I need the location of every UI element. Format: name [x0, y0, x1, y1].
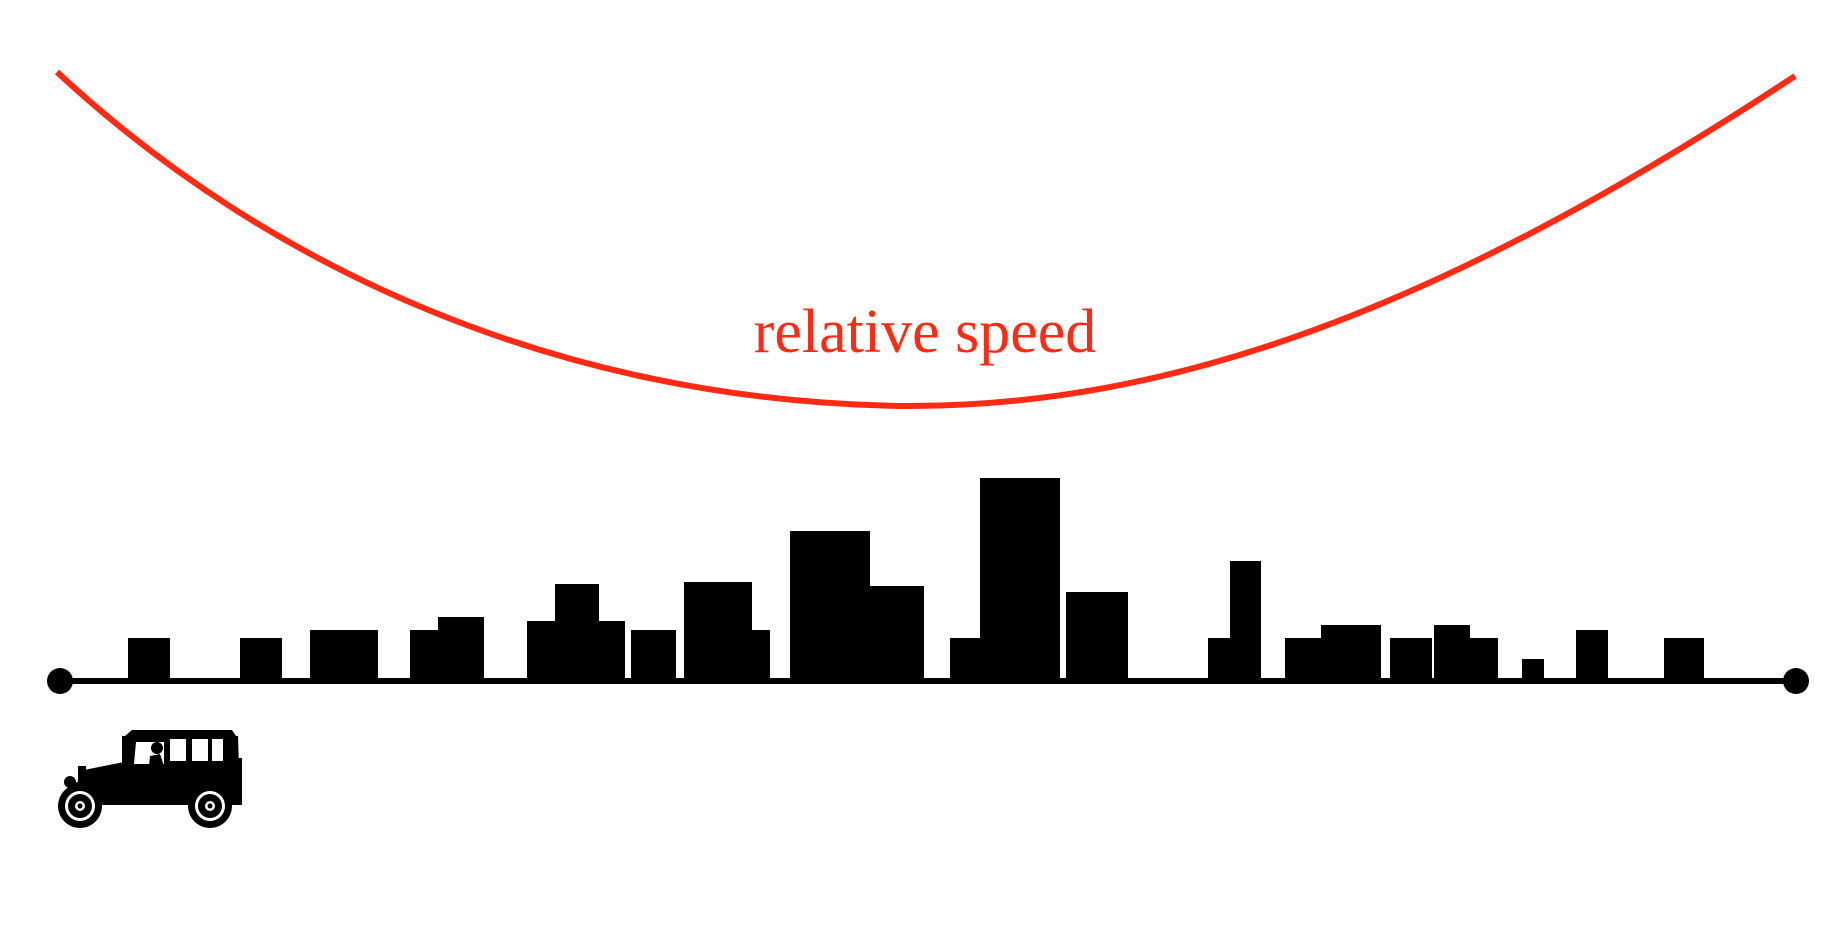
building: [310, 630, 378, 682]
building: [1434, 625, 1470, 682]
building: [868, 586, 924, 682]
city-skyline: [128, 478, 1704, 682]
road-start-dot: [47, 668, 73, 694]
building: [790, 531, 870, 682]
building: [1576, 630, 1608, 682]
building: [240, 638, 282, 682]
vintage-car-icon: [58, 730, 242, 828]
curve-label: relative speed: [754, 298, 1097, 366]
building: [750, 630, 770, 682]
building: [410, 630, 440, 682]
building: [597, 621, 625, 682]
building: [1468, 638, 1498, 682]
building: [1208, 638, 1230, 682]
building: [980, 478, 1060, 682]
building: [555, 584, 599, 682]
building: [684, 582, 752, 682]
building: [1321, 625, 1381, 682]
building: [1522, 659, 1544, 682]
building: [631, 630, 676, 682]
building: [1285, 638, 1321, 682]
building: [128, 638, 170, 682]
building: [1664, 638, 1704, 682]
building: [1390, 638, 1432, 682]
building: [1066, 592, 1128, 682]
building: [438, 617, 484, 682]
building: [950, 638, 980, 682]
speed-curve: [54, 69, 1797, 410]
building: [527, 621, 557, 682]
road-end-dot: [1783, 668, 1809, 694]
building: [1230, 561, 1261, 682]
